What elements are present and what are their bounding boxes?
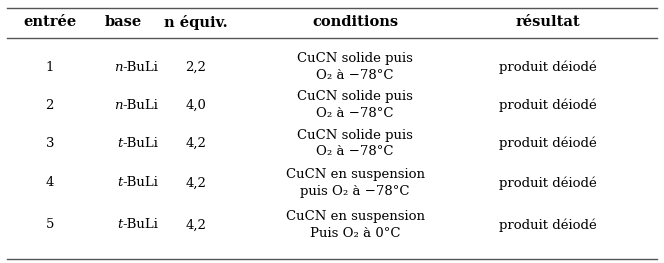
Text: produit déiodé: produit déiodé: [499, 176, 597, 190]
Text: produit déiodé: produit déiodé: [499, 136, 597, 150]
Text: t: t: [118, 176, 123, 189]
Text: -BuLi: -BuLi: [123, 176, 159, 189]
Text: n: n: [114, 99, 123, 112]
Text: t: t: [118, 137, 123, 150]
Text: 4: 4: [46, 176, 54, 189]
Text: 4,2: 4,2: [185, 176, 207, 189]
Text: CuCN solide puis
O₂ à −78°C: CuCN solide puis O₂ à −78°C: [297, 52, 413, 82]
Text: base: base: [104, 15, 141, 29]
Text: 4,2: 4,2: [185, 218, 207, 231]
Text: CuCN solide puis
O₂ à −78°C: CuCN solide puis O₂ à −78°C: [297, 129, 413, 158]
Text: CuCN solide puis
O₂ à −78°C: CuCN solide puis O₂ à −78°C: [297, 90, 413, 120]
Text: -BuLi: -BuLi: [123, 99, 159, 112]
Text: -BuLi: -BuLi: [123, 137, 159, 150]
Text: t: t: [118, 218, 123, 231]
Text: entrée: entrée: [23, 15, 76, 29]
Text: résultat: résultat: [515, 15, 580, 29]
Text: 3: 3: [46, 137, 54, 150]
Text: 4,0: 4,0: [185, 99, 207, 112]
Text: CuCN en suspension
puis O₂ à −78°C: CuCN en suspension puis O₂ à −78°C: [286, 168, 425, 198]
Text: 4,2: 4,2: [185, 137, 207, 150]
Text: 2,2: 2,2: [185, 60, 207, 74]
Text: 5: 5: [46, 218, 54, 231]
Text: n équiv.: n équiv.: [164, 15, 228, 30]
Text: 1: 1: [46, 60, 54, 74]
Text: -BuLi: -BuLi: [123, 60, 159, 74]
Text: produit déiodé: produit déiodé: [499, 60, 597, 74]
Text: CuCN en suspension
Puis O₂ à 0°C: CuCN en suspension Puis O₂ à 0°C: [286, 210, 425, 240]
Text: produit déiodé: produit déiodé: [499, 98, 597, 112]
Text: conditions: conditions: [312, 15, 398, 29]
Text: 2: 2: [46, 99, 54, 112]
Text: produit déiodé: produit déiodé: [499, 218, 597, 232]
Text: n: n: [114, 60, 123, 74]
Text: -BuLi: -BuLi: [123, 218, 159, 231]
